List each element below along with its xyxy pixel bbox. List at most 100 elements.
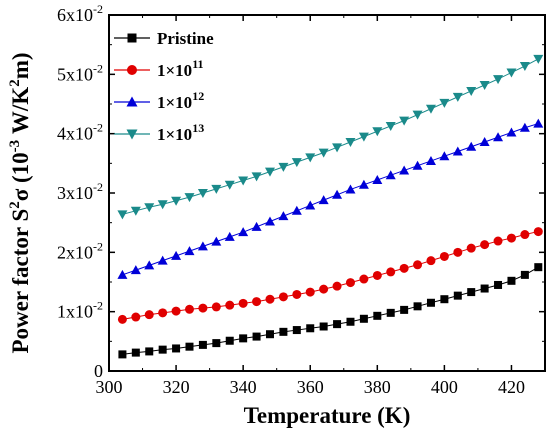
data-point	[224, 231, 235, 241]
y-tick-label: 2x10-2	[57, 239, 103, 262]
y-tick-label: 1x10-2	[57, 299, 103, 322]
data-point	[279, 327, 288, 336]
data-point	[506, 127, 517, 137]
series-0	[118, 263, 543, 359]
series-line	[122, 266, 539, 355]
data-point	[453, 291, 462, 300]
data-point	[533, 118, 544, 128]
data-point	[373, 311, 382, 320]
y-tick-label: 5x10-2	[57, 61, 103, 84]
data-point	[332, 189, 343, 199]
data-point	[265, 330, 274, 339]
x-tick-label: 340	[230, 377, 257, 397]
data-point	[278, 211, 289, 221]
data-point	[211, 302, 221, 312]
data-point	[144, 310, 154, 320]
data-point	[117, 210, 128, 220]
legend-label: Pristine	[157, 29, 214, 48]
data-point	[493, 132, 504, 142]
data-point	[519, 62, 530, 72]
data-point	[412, 160, 423, 170]
data-point	[252, 297, 262, 307]
data-point	[479, 81, 490, 91]
legend-item: Pristine	[114, 29, 214, 48]
data-point	[426, 256, 436, 266]
data-point	[305, 287, 315, 297]
x-tick-label: 300	[96, 377, 123, 397]
data-point	[238, 176, 249, 186]
data-point	[358, 179, 369, 189]
data-point	[372, 174, 383, 184]
y-tick-label: 6x10-2	[57, 2, 103, 25]
data-point	[239, 334, 248, 343]
x-tick-label: 320	[163, 377, 190, 397]
data-point	[264, 216, 275, 226]
data-point	[425, 155, 436, 165]
legend-label: 1×1013	[157, 121, 204, 144]
data-point	[452, 146, 463, 156]
data-point	[251, 172, 262, 182]
data-point	[130, 206, 141, 216]
legend-item: 1×1011	[114, 57, 204, 80]
y-tick-label: 4x10-2	[57, 121, 103, 144]
data-point	[198, 303, 208, 313]
series-1	[117, 227, 543, 324]
series-3	[117, 54, 544, 220]
data-point	[211, 184, 222, 194]
data-point	[372, 127, 383, 137]
data-point	[318, 148, 329, 158]
data-point	[493, 75, 504, 85]
data-point	[264, 167, 275, 177]
data-point	[212, 339, 221, 348]
data-point	[305, 153, 316, 163]
data-point	[171, 306, 181, 316]
data-point	[385, 121, 396, 131]
data-point	[171, 250, 182, 260]
data-point	[466, 86, 477, 96]
data-point	[185, 342, 194, 351]
data-point	[534, 263, 543, 272]
data-point	[292, 326, 301, 335]
data-point	[224, 180, 235, 190]
data-point	[158, 308, 168, 318]
data-point	[333, 320, 342, 329]
data-point	[318, 195, 329, 205]
data-point	[439, 98, 450, 108]
data-point	[533, 227, 543, 237]
data-point	[238, 227, 249, 237]
data-point	[197, 189, 208, 198]
data-point	[332, 281, 342, 291]
data-point	[118, 350, 127, 359]
data-point	[453, 247, 463, 257]
data-point	[494, 280, 503, 289]
data-point	[467, 288, 476, 297]
series-2	[117, 118, 544, 279]
x-tick-label: 400	[431, 377, 458, 397]
data-point	[225, 300, 235, 310]
data-point	[251, 221, 262, 231]
data-point	[144, 203, 155, 213]
data-point	[480, 240, 490, 250]
data-point	[346, 317, 355, 326]
data-point	[184, 246, 195, 256]
y-tick-label: 0	[94, 361, 103, 381]
data-point	[319, 284, 329, 294]
data-point	[399, 263, 409, 273]
data-point	[238, 298, 248, 308]
data-point	[466, 243, 476, 253]
data-point	[157, 200, 168, 210]
data-point	[479, 136, 490, 146]
data-point	[506, 68, 517, 78]
data-point	[278, 292, 288, 302]
legend: Pristine 1×1011 1×1012 1×1013	[114, 29, 214, 144]
y-tick-label: 3x10-2	[57, 180, 103, 203]
data-point	[399, 165, 410, 175]
data-point	[519, 122, 530, 132]
data-point	[252, 332, 261, 341]
data-point	[198, 340, 207, 349]
x-tick-label: 360	[297, 377, 324, 397]
data-point	[225, 336, 234, 345]
legend-label: 1×1012	[157, 89, 204, 112]
data-point	[291, 158, 302, 168]
data-point	[426, 298, 435, 307]
